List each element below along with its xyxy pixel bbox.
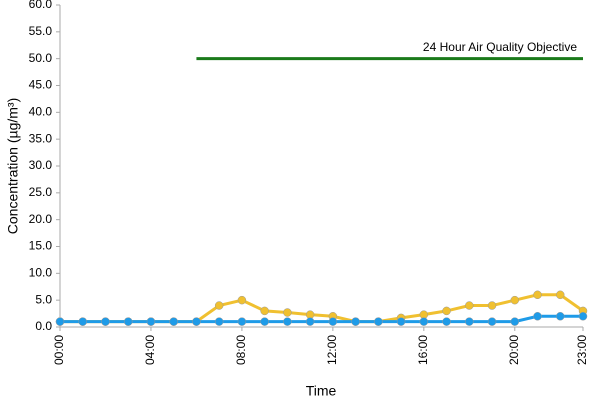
y-tick-label: 35.0 (29, 131, 53, 145)
y-tick-label: 40.0 (29, 105, 53, 119)
data-point (214, 301, 224, 310)
data-point (55, 317, 65, 326)
annotation: 24 Hour Air Quality Objective (423, 40, 577, 54)
data-point (556, 290, 565, 300)
y-tick-label: 20.0 (29, 212, 53, 226)
data-point (123, 317, 133, 326)
data-point (465, 301, 474, 310)
data-point (487, 317, 497, 326)
series-line (60, 293, 584, 324)
x-tick-label: 20:00 (507, 335, 521, 365)
data-point (533, 290, 542, 300)
data-point (78, 317, 87, 326)
y-tick-label: 60.0 (29, 0, 53, 11)
y-tick-label: 25.0 (29, 185, 53, 199)
data-point (146, 317, 156, 326)
data-point (169, 317, 178, 326)
data-point (465, 317, 474, 326)
data-point (101, 317, 110, 326)
x-tick-label: 12:00 (325, 335, 339, 365)
data-point (214, 317, 224, 326)
x-tick-label: 00:00 (52, 335, 66, 365)
data-point (260, 317, 269, 326)
data-point (351, 317, 360, 326)
y-tick-label: 45.0 (29, 78, 53, 92)
data-point (237, 295, 247, 305)
x-tick-label: 16:00 (416, 335, 430, 365)
series-line (60, 314, 583, 324)
data-point (283, 308, 292, 317)
x-tick-label: 04:00 (143, 335, 157, 365)
y-tick-label: 50.0 (29, 51, 53, 65)
data-point (556, 312, 565, 321)
x-axis-label: Time (306, 383, 337, 399)
data-point (578, 312, 588, 321)
data-point (510, 317, 520, 326)
data-point (283, 317, 292, 326)
y-tick-label: 30.0 (29, 158, 53, 172)
data-point (396, 317, 406, 326)
data-point (442, 306, 451, 316)
data-point (192, 317, 201, 326)
data-point (442, 317, 451, 326)
y-axis-label: Concentration (µg/m³) (5, 98, 21, 234)
data-point (419, 317, 429, 326)
y-tick-label: 5.0 (35, 292, 52, 306)
data-point (260, 306, 269, 316)
data-point (374, 317, 383, 326)
x-tick-label: 23:00 (575, 335, 589, 365)
x-tick-label: 08:00 (234, 335, 248, 365)
data-point (487, 301, 497, 310)
data-point (305, 317, 315, 326)
data-point (328, 317, 338, 326)
y-tick-label: 15.0 (29, 239, 53, 253)
y-tick-label: 10.0 (29, 266, 53, 280)
y-tick-label: 55.0 (29, 24, 53, 38)
y-tick-label: 0.0 (35, 319, 52, 333)
data-point (533, 312, 542, 321)
data-point (510, 295, 520, 305)
data-point (237, 317, 247, 326)
